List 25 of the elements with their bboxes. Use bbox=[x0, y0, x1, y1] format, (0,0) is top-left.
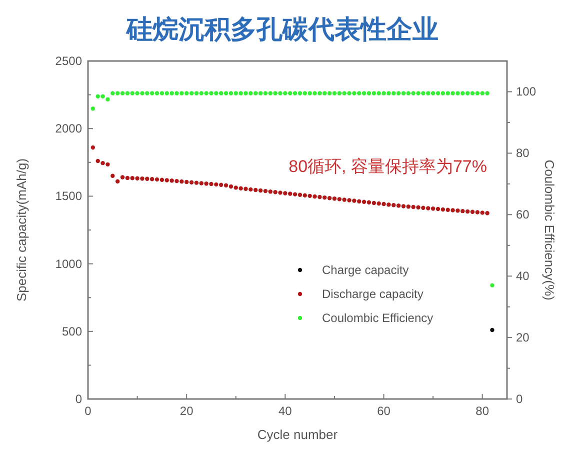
y-tick-label: 2500 bbox=[55, 54, 82, 68]
annotation: 80循环, 容量保持率为77% bbox=[288, 157, 487, 176]
x-tick-label: 60 bbox=[377, 404, 391, 418]
y2-tick-label: 0 bbox=[516, 392, 523, 406]
y2-tick-label: 60 bbox=[516, 208, 530, 222]
y-tick-label: 0 bbox=[75, 392, 82, 406]
x-tick-label: 20 bbox=[180, 404, 194, 418]
y-axis-title: Specific capacity(mAh/g) bbox=[14, 158, 29, 302]
y2-axis-title: Coulombic Efficiency(%) bbox=[542, 160, 557, 300]
y2-tick-label: 20 bbox=[516, 330, 530, 345]
x-axis-title: Cycle number bbox=[257, 427, 338, 442]
x-tick-label: 40 bbox=[278, 404, 292, 418]
y-tick-label: 1000 bbox=[55, 256, 82, 271]
x-tick-label: 0 bbox=[84, 404, 92, 418]
x-tick-label: 80 bbox=[476, 404, 490, 418]
y2-tick-label: 40 bbox=[516, 269, 530, 284]
legend-label: Charge capacity bbox=[322, 263, 409, 277]
y2-tick-label: 100 bbox=[516, 84, 536, 99]
legend-label: Coulombic Efficiency bbox=[322, 311, 434, 325]
y2-tick-label: 80 bbox=[516, 146, 530, 160]
y-tick-label: 2000 bbox=[55, 122, 82, 136]
legend-label: Discharge capacity bbox=[322, 287, 424, 301]
y-tick-label: 500 bbox=[62, 324, 82, 338]
y-tick-label: 1500 bbox=[55, 189, 82, 204]
chart-title: 硅烷沉积多孔碳代表性企业 bbox=[126, 14, 438, 44]
